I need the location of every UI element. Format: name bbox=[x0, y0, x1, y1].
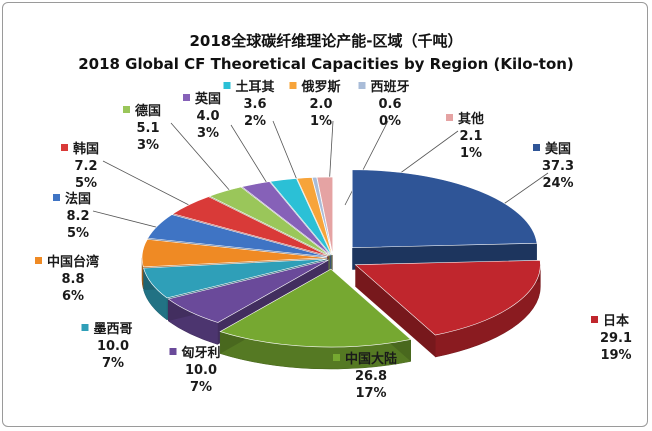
slice-percent: 1% bbox=[460, 146, 482, 161]
slice-value: 3.6 bbox=[243, 97, 266, 112]
legend-swatch bbox=[61, 144, 68, 151]
slice-percent: 7% bbox=[102, 356, 124, 371]
leader-lines bbox=[92, 120, 549, 240]
slice-label: 美国 37.3 24% bbox=[533, 141, 574, 191]
slice-label: 西班牙 0.6 0% bbox=[358, 79, 410, 129]
pie-slice bbox=[219, 268, 412, 370]
slice-percent: 3% bbox=[137, 138, 159, 153]
slice-percent: 17% bbox=[355, 386, 386, 401]
slice-value: 10.0 bbox=[97, 339, 129, 354]
slice-percent: 3% bbox=[197, 126, 219, 141]
slice-percent: 24% bbox=[542, 176, 573, 191]
legend-swatch bbox=[169, 348, 177, 355]
legend-swatch bbox=[53, 194, 60, 201]
slice-percent: 19% bbox=[600, 348, 631, 363]
slice-label: 德国 5.1 3% bbox=[123, 103, 161, 153]
slice-name: 西班牙 bbox=[370, 79, 409, 95]
slice-percent: 5% bbox=[75, 176, 97, 191]
slice-label: 中国大陆 26.8 17% bbox=[333, 351, 397, 401]
legend-swatch bbox=[591, 316, 598, 323]
legend-swatch bbox=[333, 354, 340, 361]
pie-slice bbox=[351, 169, 538, 270]
legend-swatch bbox=[81, 324, 89, 331]
slice-value: 2.0 bbox=[309, 97, 332, 112]
slice-label: 匈牙利 10.0 7% bbox=[169, 345, 221, 395]
legend-swatch bbox=[533, 144, 540, 151]
slice-value: 4.0 bbox=[196, 109, 219, 124]
slice-percent: 1% bbox=[310, 114, 332, 129]
slice-name: 匈牙利 bbox=[181, 345, 220, 361]
leader-line bbox=[497, 172, 549, 209]
slice-name: 日本 bbox=[603, 313, 629, 329]
slice-name: 俄罗斯 bbox=[300, 79, 340, 95]
slice-label: 英国 4.0 3% bbox=[183, 91, 221, 141]
pie-slice bbox=[354, 259, 541, 358]
slice-percent: 2% bbox=[244, 114, 266, 129]
slice-value: 10.0 bbox=[185, 363, 217, 378]
pie-chart: 2018全球碳纤维理论产能-区域（千吨） 2018 Global CF Theo… bbox=[35, 32, 632, 401]
chart-title: 2018全球碳纤维理论产能-区域（千吨） bbox=[190, 32, 463, 50]
legend-swatch bbox=[289, 82, 297, 89]
slice-name: 美国 bbox=[545, 141, 571, 157]
slice-value: 37.3 bbox=[542, 159, 574, 174]
slice-label: 法国 8.2 5% bbox=[53, 191, 91, 241]
slice-name: 法国 bbox=[65, 191, 91, 207]
slice-value: 7.2 bbox=[74, 159, 97, 174]
slice-name: 墨西哥 bbox=[93, 321, 132, 337]
slice-value: 2.1 bbox=[459, 129, 482, 144]
slice-label: 其他 2.1 1% bbox=[446, 111, 484, 161]
slice-value: 5.1 bbox=[136, 121, 159, 136]
slice-label: 土耳其 3.6 2% bbox=[223, 79, 275, 129]
slice-percent: 5% bbox=[67, 226, 89, 241]
slice-name: 韩国 bbox=[73, 141, 99, 157]
slice-value: 0.6 bbox=[378, 97, 401, 112]
chart-subtitle: 2018 Global CF Theoretical Capacities by… bbox=[78, 55, 574, 73]
legend-swatch bbox=[183, 94, 190, 101]
slice-label: 俄罗斯 2.0 1% bbox=[289, 79, 341, 129]
slice-name: 土耳其 bbox=[235, 79, 274, 95]
slice-label: 中国台湾 8.8 6% bbox=[35, 254, 99, 304]
slice-value: 8.8 bbox=[61, 272, 84, 287]
slice-label: 韩国 7.2 5% bbox=[61, 141, 99, 191]
slice-label: 日本 29.1 19% bbox=[591, 313, 632, 363]
slice-name: 其他 bbox=[458, 111, 484, 127]
slice-name: 英国 bbox=[194, 91, 221, 107]
legend-swatch bbox=[223, 82, 231, 89]
chart-frame: 2018全球碳纤维理论产能-区域（千吨） 2018 Global CF Theo… bbox=[2, 2, 648, 427]
slice-name: 中国大陆 bbox=[345, 351, 397, 367]
legend-swatch bbox=[123, 106, 130, 113]
slice-percent: 0% bbox=[379, 114, 401, 129]
legend-swatch bbox=[446, 114, 453, 121]
slice-name: 中国台湾 bbox=[47, 254, 99, 270]
slice-labels: 美国37.324%日本29.119%中国大陆26.817%匈牙利10.07%墨西… bbox=[35, 79, 632, 401]
legend-swatch bbox=[358, 82, 366, 89]
slice-percent: 7% bbox=[190, 380, 212, 395]
slice-value: 29.1 bbox=[600, 331, 632, 346]
slice-value: 26.8 bbox=[355, 369, 387, 384]
slice-percent: 6% bbox=[62, 289, 84, 304]
slice-value: 8.2 bbox=[66, 209, 89, 224]
pie-slices bbox=[141, 169, 541, 370]
slice-label: 墨西哥 10.0 7% bbox=[81, 321, 133, 371]
legend-swatch bbox=[35, 257, 42, 264]
slice-name: 德国 bbox=[135, 103, 161, 119]
